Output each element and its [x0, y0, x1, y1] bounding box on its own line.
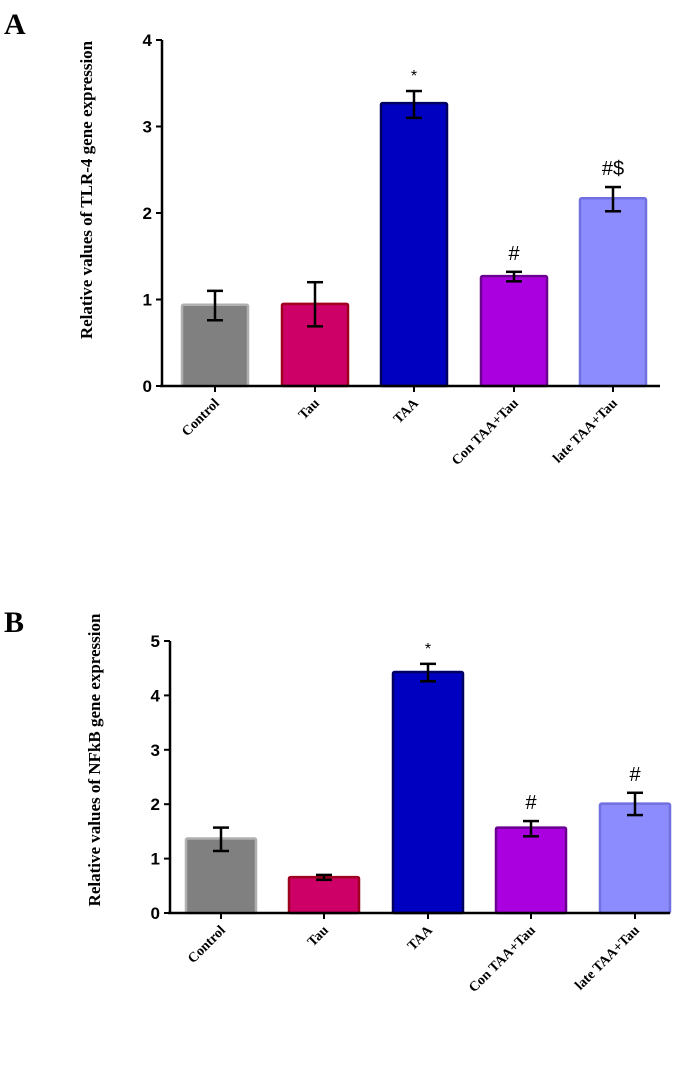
y-axis-label: Relative values of NFkB gene expression	[85, 613, 104, 906]
significance-annotation: *	[411, 68, 417, 85]
significance-annotation: #	[525, 792, 537, 814]
x-tick-label: Con TAA+Tau	[466, 923, 539, 996]
y-tick-label: 3	[151, 741, 160, 760]
y-tick-label: 0	[143, 377, 152, 396]
panel-label: B	[4, 606, 24, 639]
bar-con-taa-tau	[479, 274, 549, 388]
x-tick-label: TAA	[391, 396, 422, 427]
y-tick-label: 4	[151, 686, 161, 705]
bar-con-taa-tau	[494, 826, 568, 915]
x-tick-label: TAA	[405, 923, 436, 954]
bar-taa	[391, 670, 465, 915]
y-tick-label: 0	[151, 904, 160, 923]
y-axis-label: Relative values of TLR-4 gene expression	[77, 40, 96, 339]
bar-taa	[379, 101, 449, 388]
y-tick-label: 3	[143, 118, 152, 137]
x-tick-label: late TAA+Tau	[573, 923, 643, 993]
y-tick-label: 1	[151, 850, 160, 869]
x-tick-label: Control	[179, 396, 223, 440]
x-tick-label: Control	[185, 923, 229, 967]
bar-tau	[287, 875, 361, 915]
y-tick-label: 5	[151, 632, 160, 651]
chart-panel-b: B Relative values of NFkB gene expression…	[4, 606, 672, 996]
x-tick-label: Con TAA+Tau	[449, 396, 522, 469]
bar-late-taa-tau	[598, 802, 672, 915]
bar-late-taa-tau	[578, 197, 648, 388]
y-tick-label: 2	[151, 795, 160, 814]
significance-annotation: *	[425, 641, 431, 658]
panel-label: A	[4, 8, 26, 41]
significance-annotation: #$	[602, 158, 624, 180]
x-tick-label: Tau	[305, 923, 332, 950]
x-tick-label: late TAA+Tau	[551, 396, 621, 466]
y-tick-label: 4	[143, 31, 153, 50]
significance-annotation: #	[629, 764, 641, 786]
significance-annotation: #	[508, 243, 520, 265]
x-tick-label: Tau	[296, 396, 323, 423]
chart-panel-a: A Relative values of TLR-4 gene expressio…	[4, 8, 660, 469]
y-tick-label: 2	[143, 204, 152, 223]
y-tick-label: 1	[143, 291, 152, 310]
